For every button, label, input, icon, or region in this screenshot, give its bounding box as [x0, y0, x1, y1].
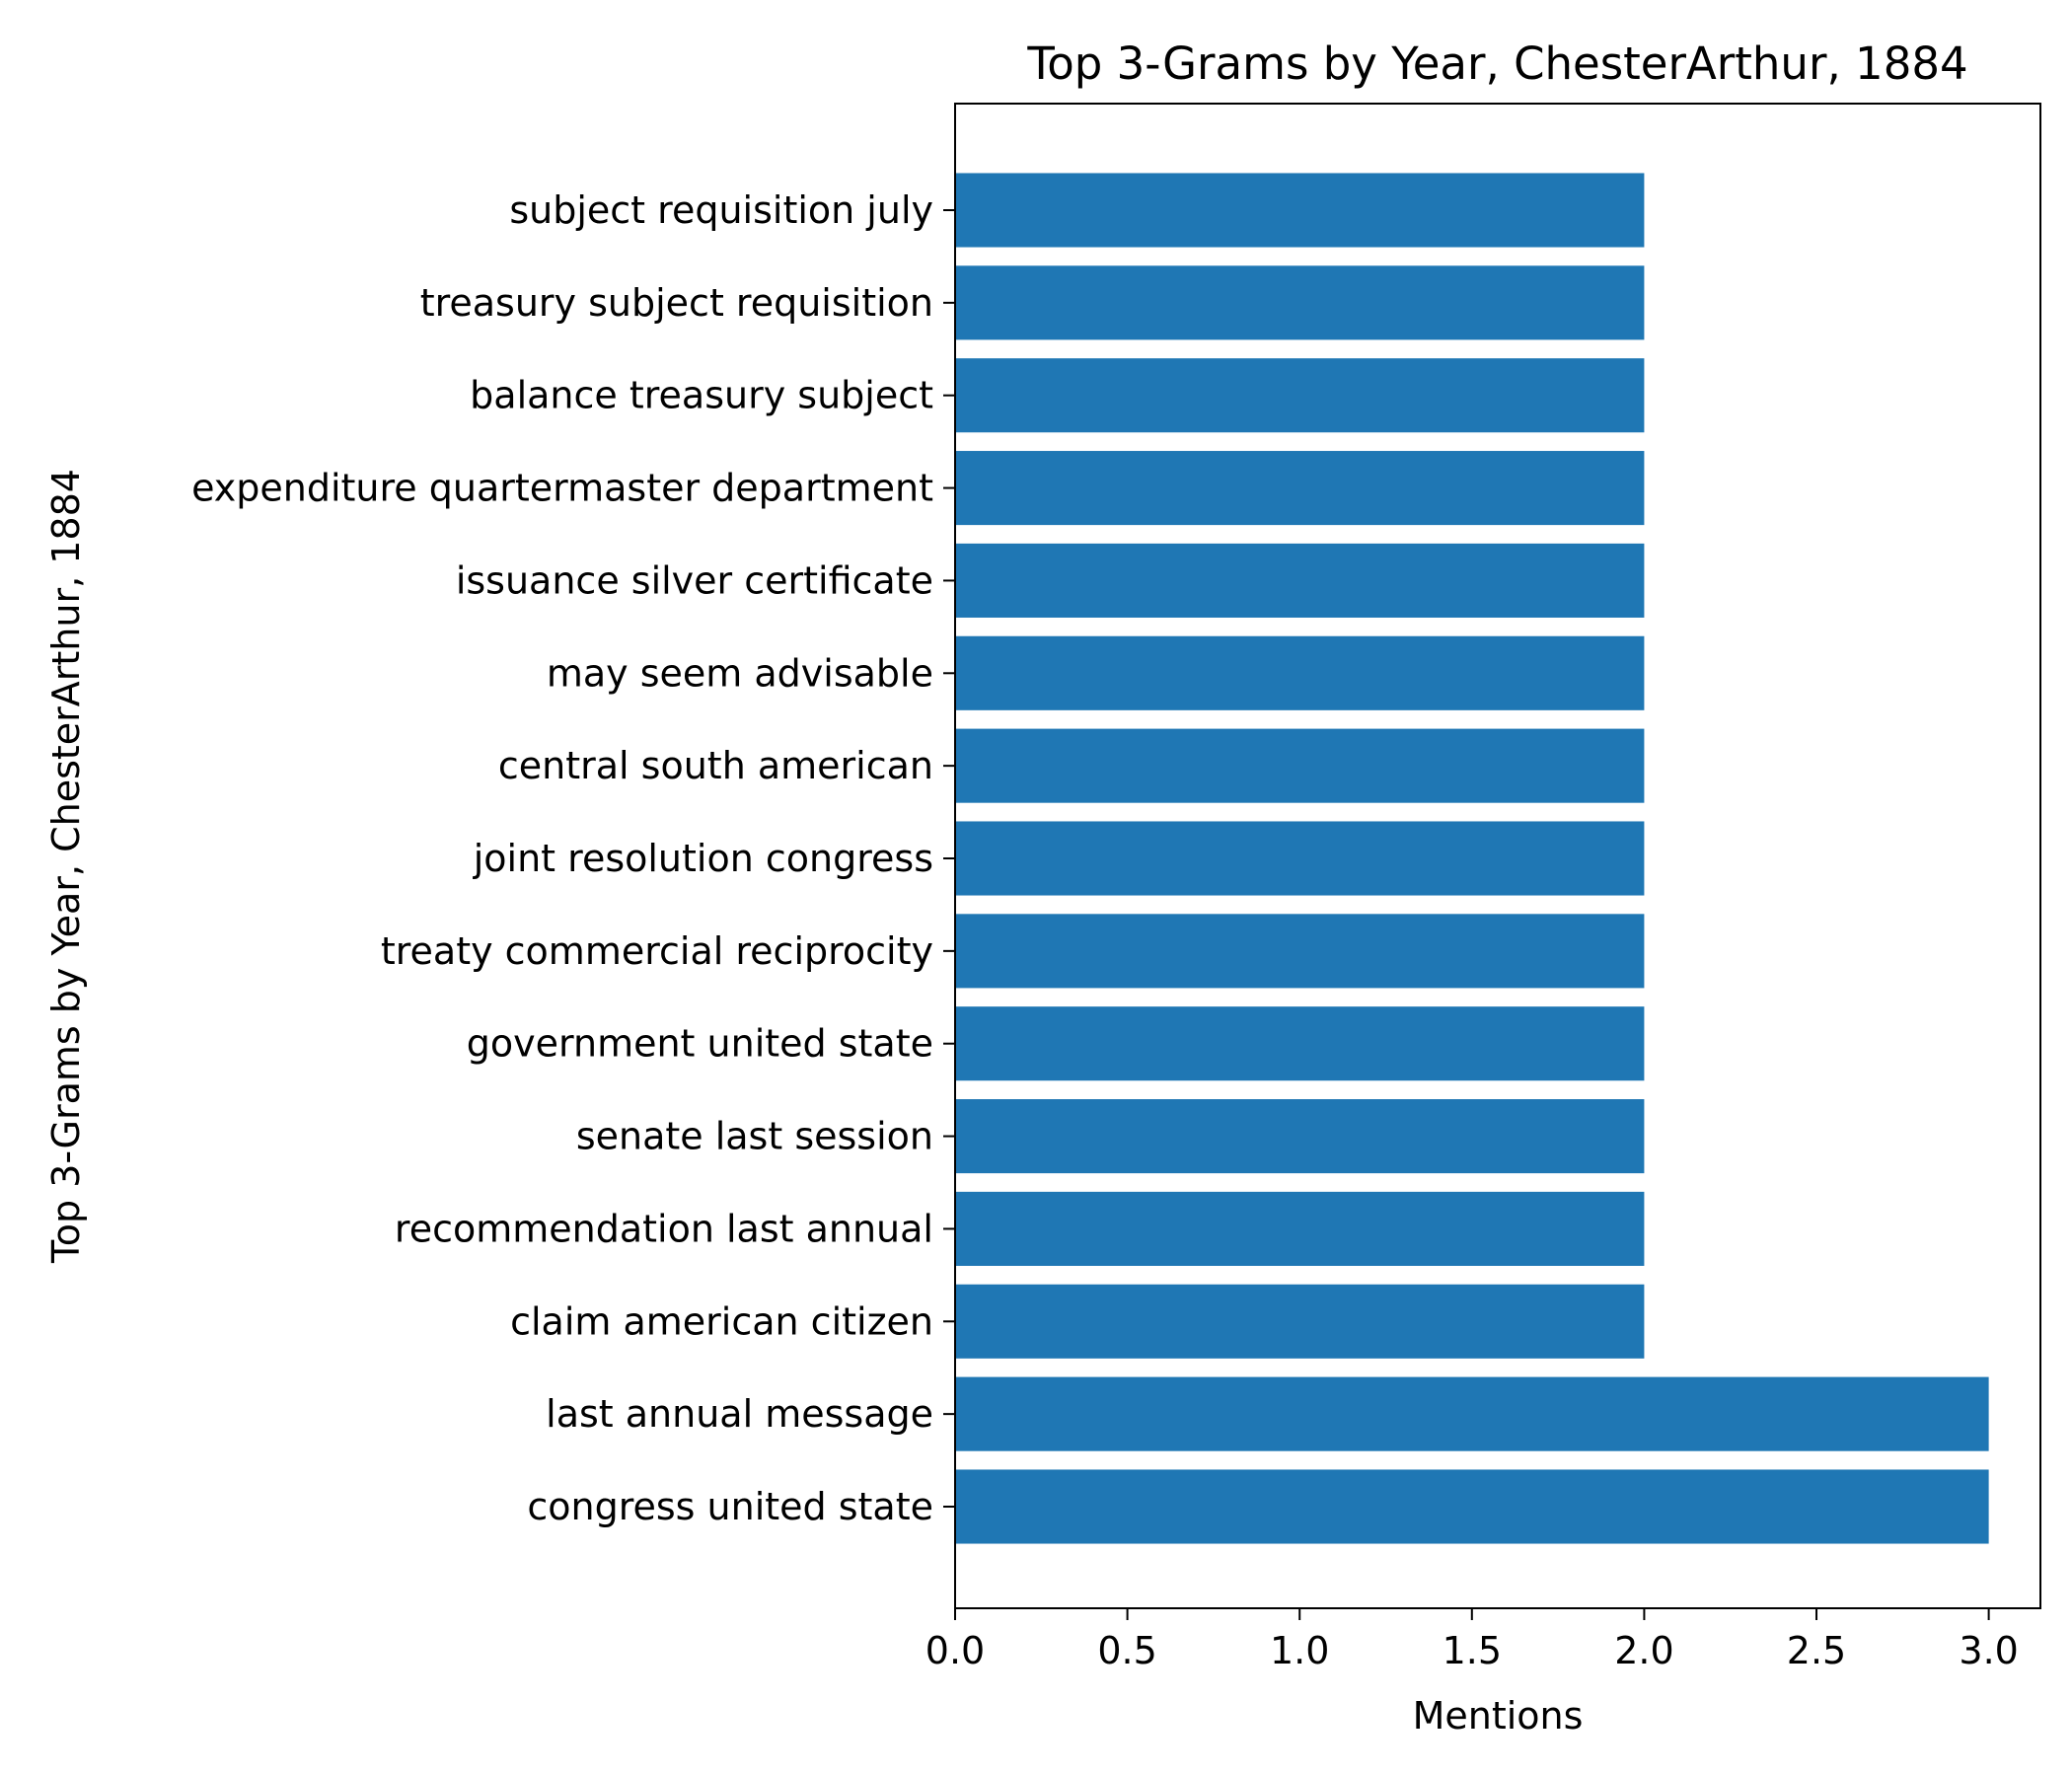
bar	[955, 265, 1645, 340]
bar	[955, 1006, 1645, 1081]
y-tick-label: expenditure quartermaster department	[191, 467, 933, 510]
x-tick-label: 3.0	[1959, 1629, 2018, 1672]
y-tick-label: treaty commercial reciprocity	[381, 929, 933, 973]
x-tick-label: 0.0	[925, 1629, 985, 1672]
x-tick-label: 0.5	[1097, 1629, 1156, 1672]
y-tick-label: subject requisition july	[509, 188, 933, 232]
y-tick-label: may seem advisable	[547, 651, 933, 695]
y-tick-label: congress united state	[527, 1485, 933, 1528]
y-tick-label: claim american citizen	[510, 1299, 933, 1343]
y-tick-label: last annual message	[546, 1392, 933, 1436]
y-tick-label: government united state	[467, 1022, 933, 1066]
bar	[955, 1191, 1645, 1266]
y-tick-label: issuance silver certificate	[456, 558, 933, 602]
bar	[955, 1284, 1645, 1359]
y-tick-label: joint resolution congress	[473, 837, 933, 880]
x-tick-label: 2.5	[1787, 1629, 1846, 1672]
chart-title: Top 3-Grams by Year, ChesterArthur, 1884	[1026, 37, 1967, 90]
x-axis: 0.0 0.5 1.0 1.5 2.0 2.5 3.0	[925, 1608, 2019, 1672]
bar	[955, 821, 1645, 896]
bar	[955, 728, 1645, 803]
bar	[955, 543, 1645, 618]
x-tick-label: 1.5	[1443, 1629, 1502, 1672]
bar	[955, 1099, 1645, 1174]
bar	[955, 451, 1645, 526]
bar	[955, 914, 1645, 989]
bar	[955, 173, 1645, 248]
y-axis-label: Top 3-Grams by Year, ChesterArthur, 1884	[44, 469, 88, 1264]
bar	[955, 635, 1645, 710]
plot-frame	[954, 103, 2041, 1609]
y-tick-label: balance treasury subject	[470, 374, 933, 417]
bar	[955, 1376, 1989, 1451]
x-tick-label: 1.0	[1270, 1629, 1329, 1672]
y-tick-label: senate last session	[576, 1115, 933, 1158]
bar	[955, 1469, 1989, 1544]
y-tick-label: treasury subject requisition	[420, 281, 933, 325]
x-axis-label: Mentions	[1413, 1694, 1584, 1738]
y-tick-label: recommendation last annual	[395, 1207, 933, 1250]
bar	[955, 358, 1645, 433]
y-axis: congress united state last annual message…	[191, 188, 955, 1528]
bars-layer	[955, 173, 1989, 1544]
y-tick-label: central south american	[498, 744, 933, 787]
x-tick-label: 2.0	[1614, 1629, 1673, 1672]
